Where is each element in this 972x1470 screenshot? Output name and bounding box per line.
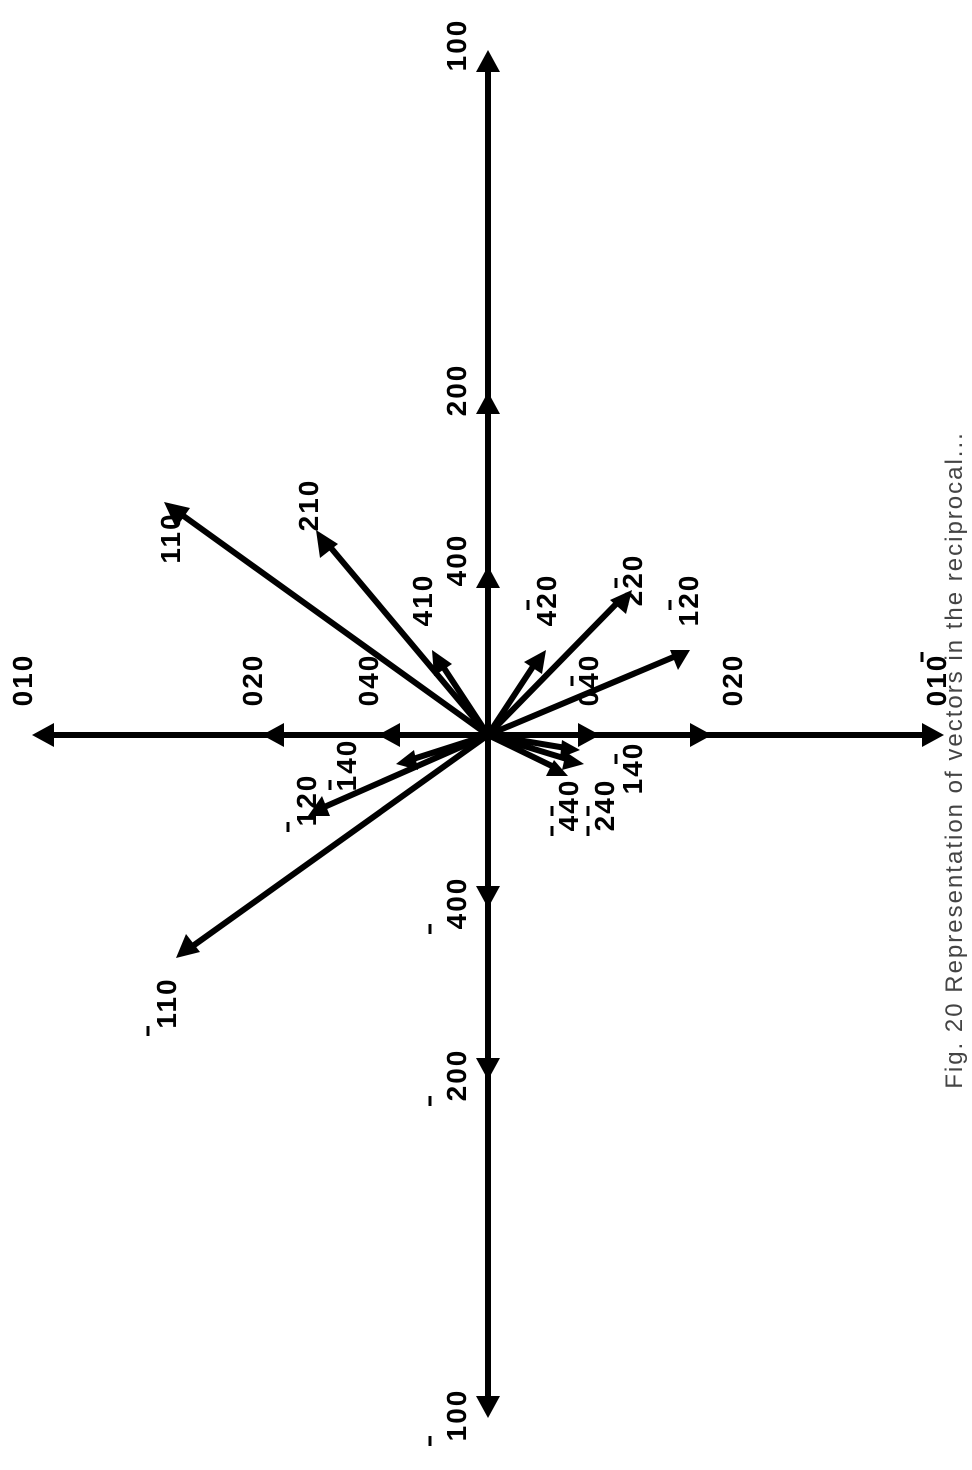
- vector-210-line: [323, 539, 491, 738]
- vector-210-head: [316, 530, 338, 558]
- arrowhead-010: [32, 723, 54, 747]
- arrowhead-n010: [922, 723, 944, 747]
- label-v140: 140: [331, 739, 362, 792]
- label-v210: 210: [293, 479, 324, 532]
- vector-410-head: [432, 650, 452, 676]
- label-020: 020: [237, 654, 268, 707]
- vector-410-line: [437, 659, 491, 738]
- label-040: 040: [353, 654, 384, 707]
- label-v420: 420: [531, 574, 562, 627]
- vector-1n40-head: [560, 740, 580, 758]
- label-n040: 040: [573, 654, 604, 707]
- vector-110-line: [175, 509, 491, 738]
- arrowhead-n400: [476, 886, 500, 908]
- label-400: 400: [441, 534, 472, 587]
- arrowhead-400: [476, 566, 500, 588]
- figure-caption: Fig. 20 Representation of vectors in the…: [941, 431, 968, 1089]
- arrowhead-020: [262, 723, 284, 747]
- label-v110n: 110: [151, 977, 182, 1028]
- vector-2n20-head: [610, 590, 632, 614]
- label-v410: 410: [407, 574, 438, 627]
- vector-1n40-line: [485, 732, 569, 751]
- vector-110-head: [164, 502, 190, 528]
- label-n400: 400: [441, 877, 472, 930]
- label-v120: 120: [673, 574, 704, 627]
- label-v240: 240: [589, 779, 620, 832]
- vector-4n20-head: [524, 650, 546, 674]
- label-200: 200: [441, 364, 472, 417]
- label-v440: 440: [553, 779, 584, 832]
- label-v120n: 120: [291, 774, 322, 827]
- arrowhead-n040: [578, 723, 600, 747]
- label-v220: 220: [617, 554, 648, 607]
- vector-n120-head: [308, 796, 330, 816]
- vector-n2n40-head: [562, 752, 584, 770]
- arrowhead-n100: [476, 1396, 500, 1418]
- vector-n4n40-head: [546, 760, 568, 776]
- label-v110: 110: [155, 512, 186, 563]
- arrowhead-n200: [476, 1058, 500, 1080]
- vector-1n20-head: [670, 650, 690, 670]
- vector-1n20-line: [485, 653, 679, 738]
- arrowhead-040: [378, 723, 400, 747]
- label-n010: 010: [921, 654, 952, 707]
- vector-n120-line: [319, 732, 491, 811]
- vector-2n20-line: [485, 597, 623, 738]
- arrowhead-n020: [690, 723, 712, 747]
- label-n100: 100: [441, 1389, 472, 1442]
- vector-n110-line: [187, 732, 491, 951]
- label-100: 100: [441, 19, 472, 72]
- vector-n110-head: [176, 934, 200, 958]
- label-n020: 020: [717, 654, 748, 707]
- arrowhead-200: [476, 392, 500, 414]
- arrowhead-100: [476, 50, 500, 72]
- label-010: 010: [7, 654, 38, 707]
- label-n200: 200: [441, 1049, 472, 1102]
- label-v140n: 140: [617, 742, 648, 795]
